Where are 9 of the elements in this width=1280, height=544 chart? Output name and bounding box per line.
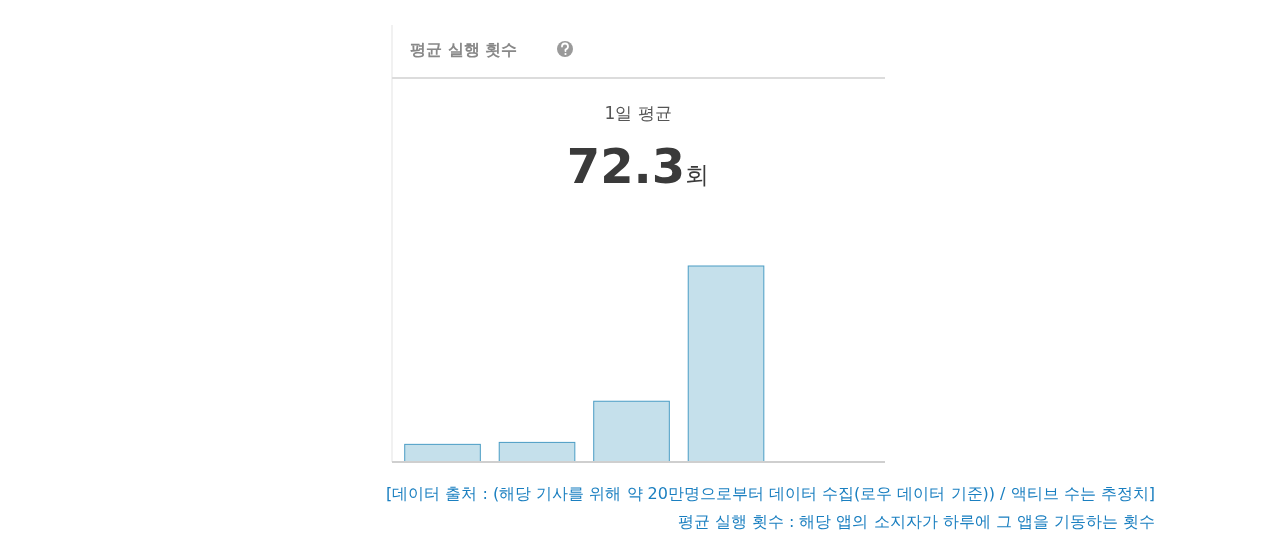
bar <box>498 441 576 463</box>
bar <box>593 400 670 463</box>
text: 72.3회 <box>566 138 710 194</box>
bar <box>687 265 765 463</box>
bar <box>404 443 481 463</box>
text: 평균 실행 횟수 : 해당 앱의 소지자가 하루에 그 앱을 기동하는 횟수 <box>677 512 1155 531</box>
text: 1일 평균 <box>604 103 672 123</box>
text: [데이터 출처 : (해당 기사를 위해 약 20만명으로부터 데이터 수집(로우 데이터 기준)) / 액티브 수는 추정치] <box>386 484 1155 503</box>
chart-title: 평균 실행 횟수 <box>410 40 518 59</box>
